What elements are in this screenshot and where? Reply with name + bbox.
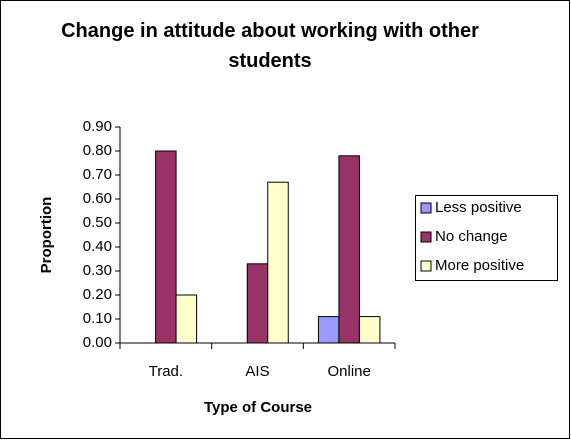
y-tick-label: 0.70 [83,166,112,183]
y-tick-label: 0.10 [83,310,112,327]
legend-box [415,195,558,281]
x-axis-label: Type of Course [204,399,312,416]
y-tick-label: 0.50 [83,214,112,231]
x-tick-label: Trad. [149,363,183,380]
bar [358,316,381,344]
y-tick-label: 0.20 [83,286,112,303]
chart-title: Change in attitude about working with ot… [61,20,479,72]
bar [338,155,360,344]
y-tick-label: 0.80 [83,142,112,159]
y-tick-label: 0.60 [83,190,112,207]
legend-label: No change [435,228,508,245]
y-tick-label: 0.30 [83,262,112,279]
legend-swatch [420,231,432,243]
legend-label: Less positive [435,199,522,216]
legend-label: More positive [435,257,524,274]
legend-swatch [420,202,432,214]
y-tick-label: 0.90 [83,118,112,135]
bar [246,263,269,344]
y-tick-label: 0.00 [83,334,112,351]
bar [175,294,198,344]
x-tick-label: AIS [245,363,269,380]
bar [155,150,177,344]
x-tick-label: Online [327,363,370,380]
y-tick-label: 0.40 [83,238,112,255]
legend-swatch [420,260,432,272]
bar [317,316,340,344]
y-axis-label: Proportion [38,197,55,274]
bar [267,181,289,344]
